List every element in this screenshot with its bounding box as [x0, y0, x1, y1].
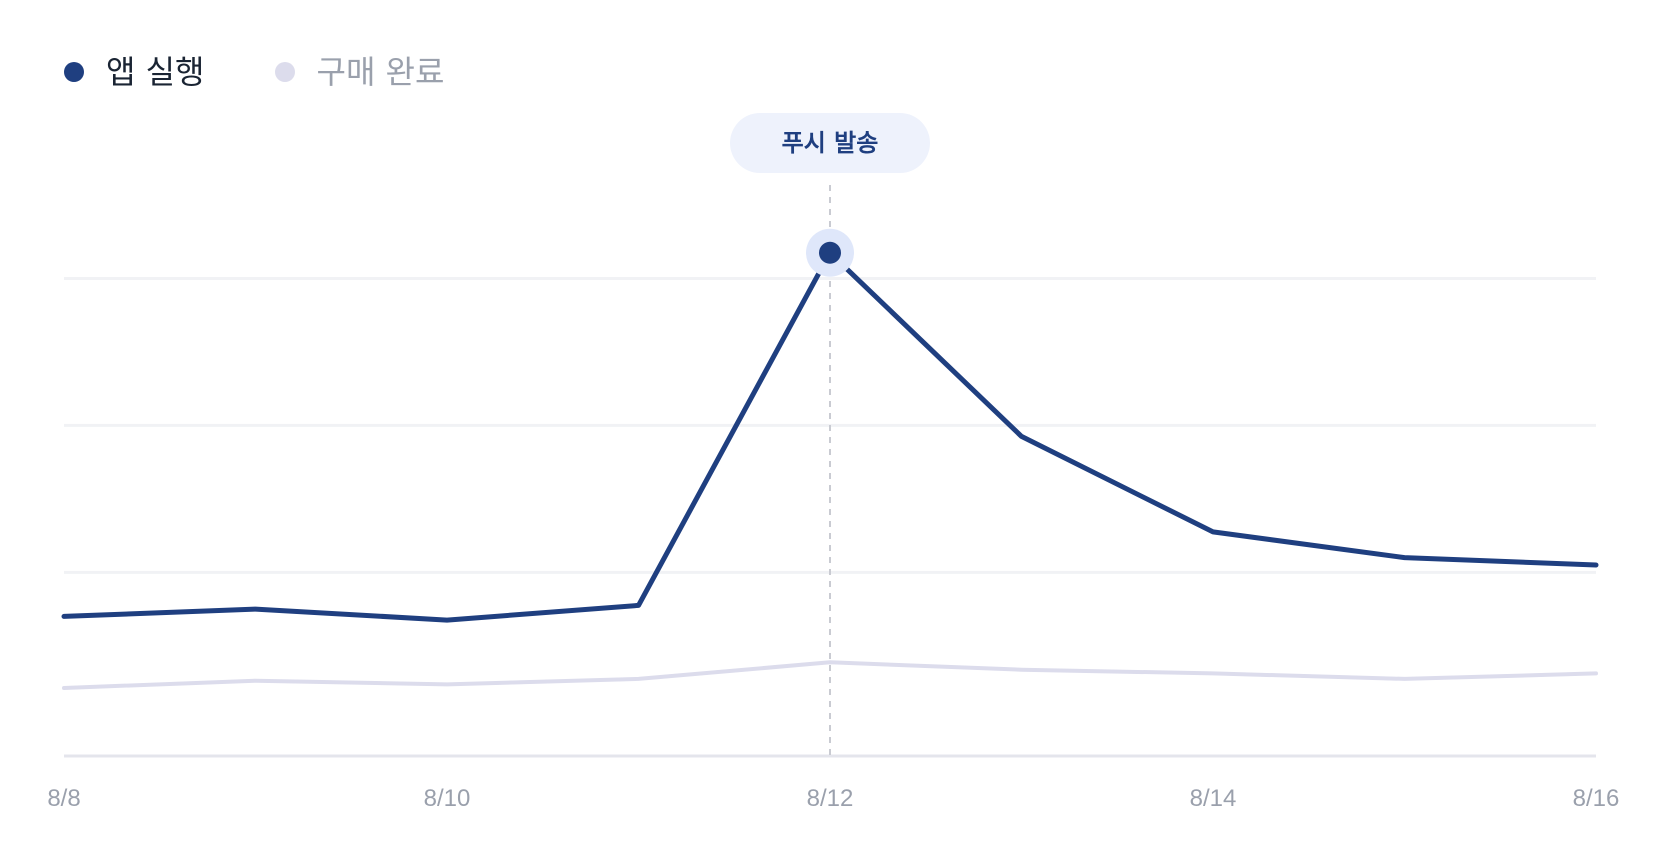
- data-point-1-2: [443, 680, 451, 688]
- x-tick-labels: 8/8 8/10 8/12 8/14 8/16: [47, 785, 1619, 812]
- x-tick-label: 8/12: [807, 785, 854, 812]
- highlight-point[interactable]: [806, 228, 854, 277]
- data-point-0-3: [635, 601, 643, 609]
- data-point-0-6: [1209, 528, 1217, 536]
- data-point-1-4: [826, 658, 834, 666]
- legend-item-purchase[interactable]: 구매 완료: [274, 52, 445, 92]
- annotation: 푸시 발송: [730, 113, 930, 173]
- highlight-dot[interactable]: [819, 241, 841, 264]
- data-point-0-2: [443, 616, 451, 624]
- data-point-0-1: [252, 605, 260, 613]
- data-point-0-5: [1018, 432, 1026, 440]
- data-point-0-8: [1592, 561, 1600, 569]
- data-point-1-0: [60, 684, 68, 692]
- x-tick-label: 8/10: [424, 785, 471, 812]
- legend-dot-purchase: [274, 62, 295, 82]
- series-line-1: [62, 660, 1598, 690]
- data-point-0-7: [1401, 554, 1409, 562]
- data-point-1-6: [1209, 669, 1217, 677]
- data-point-1-7: [1401, 675, 1409, 683]
- data-point-1-1: [252, 677, 260, 685]
- x-tick-label: 8/14: [1190, 785, 1237, 812]
- data-point-1-3: [635, 675, 643, 683]
- x-tick-label: 8/16: [1573, 785, 1620, 812]
- data-point-1-8: [1592, 669, 1600, 677]
- series-layer: [60, 250, 1600, 692]
- annotation-label: 푸시 발송: [782, 129, 879, 157]
- legend-item-app-launch[interactable]: 앱 실행: [64, 52, 205, 92]
- legend-label-purchase: 구매 완료: [316, 53, 445, 91]
- annotation-bubble: [730, 113, 930, 173]
- legend-label-app-launch: 앱 실행: [106, 53, 205, 91]
- legend: 앱 실행 구매 완료: [64, 52, 444, 92]
- x-tick-label: 8/8: [47, 785, 80, 812]
- data-point-0-0: [60, 612, 68, 620]
- legend-dot-app-launch: [64, 62, 84, 82]
- data-point-1-5: [1018, 666, 1026, 674]
